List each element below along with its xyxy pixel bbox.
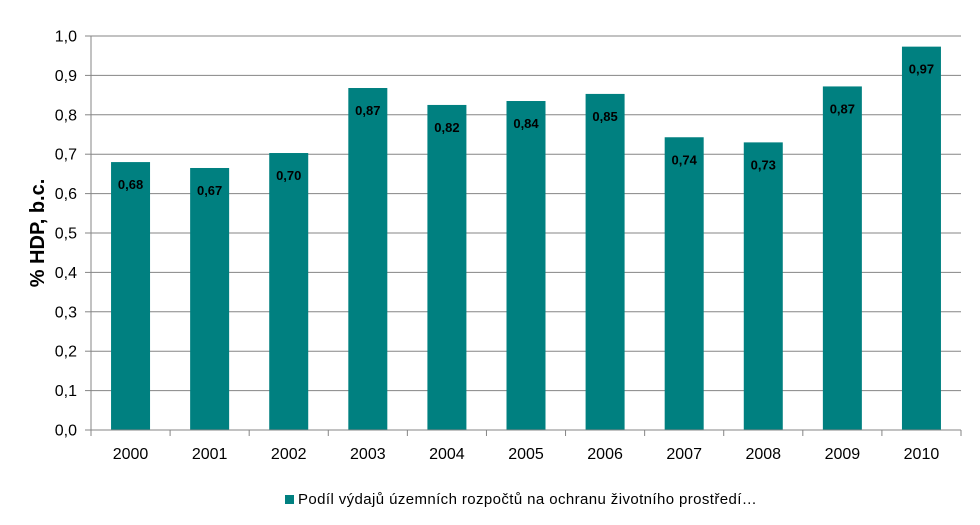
bar [111,162,151,430]
y-tick-label: 0,7 [55,147,77,164]
x-tick-label: 2000 [113,446,149,463]
bar [427,104,467,430]
y-tick-label: 0,5 [55,226,77,243]
x-tick-label: 2001 [192,446,228,463]
x-tick-label: 2009 [825,446,861,463]
bar [506,101,546,430]
y-tick-label: 1,0 [55,29,77,46]
y-tick-label: 0,9 [55,68,77,85]
x-tick-label: 2010 [904,446,940,463]
data-label: 0,87 [355,103,380,118]
data-label: 0,97 [909,62,934,77]
bars [111,46,941,431]
data-label: 0,67 [197,183,222,198]
legend-swatch [285,495,294,504]
legend-label: Podíl výdajů územních rozpočtů na ochran… [298,491,757,508]
legend: Podíl výdajů územních rozpočtů na ochran… [285,491,757,508]
data-label: 0,87 [830,101,855,116]
bar [190,167,230,431]
y-tick-label: 0,3 [55,304,77,321]
bar [822,86,862,430]
x-tick-label: 2004 [429,446,465,463]
bar [269,153,309,430]
data-label: 0,85 [592,109,617,124]
bar [901,46,941,430]
data-label: 0,74 [672,152,698,167]
x-tick-label: 2003 [350,446,386,463]
x-tick-label: 2006 [587,446,623,463]
x-tick-label: 2008 [745,446,781,463]
y-tick-label: 0,6 [55,186,77,203]
x-axis-ticks: 2000 2001 2002 2003 2004 2005 2006 2007 2008 2009… [113,446,940,463]
bar [664,137,704,430]
axes [85,35,962,436]
y-tick-label: 0,8 [55,107,77,124]
y-tick-label: 0,0 [55,423,77,440]
y-tick-label: 0,4 [55,265,77,282]
y-tick-label: 0,2 [55,344,77,361]
data-label: 0,68 [118,177,143,192]
y-axis-label: % HDP, b.c. [27,179,49,288]
data-label: 0,82 [434,120,459,135]
bar [348,88,388,431]
data-label: 0,73 [751,157,776,172]
data-label: 0,70 [276,168,301,183]
data-label: 0,84 [513,116,539,131]
data-labels: 0,68 0,67 0,70 0,87 0,82 0,84 0,85 0,74 0,73 0,87… [118,62,934,198]
bar [743,142,783,430]
y-tick-label: 0,1 [55,383,77,400]
bar [585,93,625,430]
y-axis-ticks: 0,0 0,1 0,2 0,3 0,4 0,5 0,6 0,7 0,8 0,9 1,0 [55,29,77,440]
x-tick-label: 2005 [508,446,544,463]
x-tick-label: 2007 [666,446,702,463]
x-tick-label: 2002 [271,446,307,463]
